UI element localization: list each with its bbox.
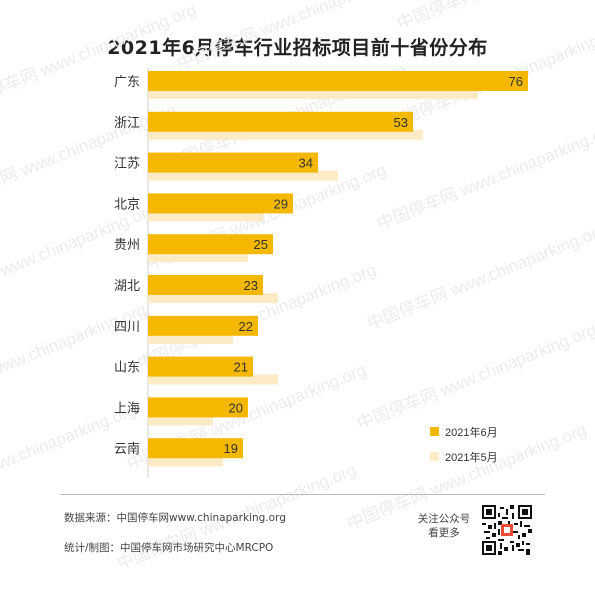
data-source-text: 数据来源：中国停车网www.chinaparking.org bbox=[64, 512, 286, 524]
series-june bbox=[148, 71, 528, 459]
legend-swatch-may bbox=[430, 452, 439, 461]
watermark-text: 中国停车网 www.chinaparking.org bbox=[174, 0, 419, 74]
follow-line-1: 关注公众号 bbox=[417, 513, 471, 525]
follow-account-text: 关注公众号 看更多 bbox=[404, 512, 484, 540]
value-label: 23 bbox=[244, 278, 258, 293]
watermark-text: 中国停车网 www.chinaparking.org bbox=[354, 320, 595, 434]
category-label: 广东 bbox=[114, 75, 140, 90]
follow-line-2: 看更多 bbox=[428, 527, 460, 539]
watermark-text: 中国停车网 www.chinaparking.org bbox=[394, 0, 595, 34]
series-may bbox=[148, 89, 478, 467]
legend-label-june: 2021年6月 bbox=[445, 425, 498, 439]
bar-june bbox=[148, 111, 413, 132]
category-label: 云南 bbox=[114, 441, 140, 457]
bar-may bbox=[148, 333, 233, 344]
bar-june bbox=[148, 152, 318, 173]
value-label: 22 bbox=[239, 319, 253, 334]
value-label: 34 bbox=[299, 156, 313, 171]
value-label: 21 bbox=[234, 360, 248, 375]
value-label: 19 bbox=[224, 441, 238, 456]
legend-swatch-june bbox=[430, 427, 439, 436]
watermark-text: 中国停车网 www.chinaparking.org bbox=[0, 300, 149, 414]
bar-may bbox=[148, 89, 478, 99]
value-label: 53 bbox=[394, 115, 408, 130]
bar-june bbox=[148, 275, 263, 295]
bar-may bbox=[148, 170, 338, 181]
bar-june bbox=[148, 356, 253, 377]
value-label: 25 bbox=[254, 237, 268, 252]
chart-title: 2021年6月停车行业招标项目前十省份分布 bbox=[107, 37, 488, 59]
chart-credit-text: 统计/制图：中国停车网市场研究中心MRCPO bbox=[64, 542, 274, 554]
category-label: 上海 bbox=[114, 401, 140, 416]
bar-june bbox=[148, 438, 243, 459]
bar-may bbox=[148, 252, 248, 263]
bar-june bbox=[148, 71, 528, 91]
value-label: 29 bbox=[274, 196, 288, 211]
bar-may bbox=[148, 211, 263, 222]
bar-june bbox=[148, 315, 258, 336]
value-label: 76 bbox=[509, 74, 523, 89]
bar-may bbox=[148, 415, 213, 426]
bar-may bbox=[148, 456, 223, 467]
category-label: 湖北 bbox=[114, 279, 140, 294]
category-label: 四川 bbox=[114, 320, 140, 335]
footer-divider bbox=[60, 494, 545, 495]
category-label: 江苏 bbox=[114, 156, 140, 172]
category-label: 山东 bbox=[114, 361, 140, 376]
qr-code-icon[interactable] bbox=[482, 505, 532, 555]
bar-may bbox=[148, 129, 423, 140]
watermark-text: 中国停车网 www.chinaparking.org bbox=[364, 220, 595, 334]
watermark-text: 中国停车网 www.chinaparking.org bbox=[0, 200, 159, 314]
category-label: 浙江 bbox=[114, 116, 140, 131]
bar-june bbox=[148, 397, 248, 418]
category-label: 北京 bbox=[114, 197, 140, 212]
value-labels: 76 53 34 29 25 23 22 21 20 19 bbox=[224, 74, 523, 456]
bar-may bbox=[148, 374, 278, 385]
bar-may bbox=[148, 293, 278, 303]
category-label: 贵州 bbox=[114, 238, 140, 253]
bar-june bbox=[148, 193, 293, 214]
bar-june bbox=[148, 234, 273, 255]
legend-label-may: 2021年5月 bbox=[445, 450, 498, 464]
value-label: 20 bbox=[229, 400, 243, 415]
legend: 2021年6月 2021年5月 bbox=[430, 425, 498, 464]
